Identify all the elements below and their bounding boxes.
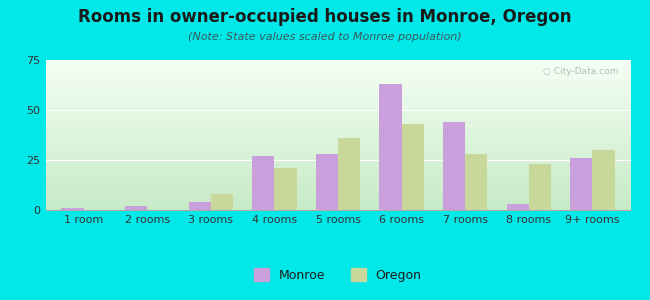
Bar [338, 138, 360, 210]
Bar [380, 84, 402, 210]
Bar [211, 194, 233, 210]
Bar [402, 124, 424, 210]
Bar [252, 156, 274, 210]
Text: ○ City-Data.com: ○ City-Data.com [543, 68, 619, 76]
Bar [188, 202, 211, 210]
Text: (Note: State values scaled to Monroe population): (Note: State values scaled to Monroe pop… [188, 32, 462, 41]
Bar [465, 154, 488, 210]
Bar [125, 206, 148, 210]
Bar [443, 122, 465, 210]
Bar [61, 208, 84, 210]
Bar [570, 158, 592, 210]
Text: Rooms in owner-occupied houses in Monroe, Oregon: Rooms in owner-occupied houses in Monroe… [78, 8, 572, 26]
Bar [316, 154, 338, 210]
Bar [592, 150, 615, 210]
Bar [506, 204, 528, 210]
Bar [528, 164, 551, 210]
Bar [274, 168, 296, 210]
Legend: Monroe, Oregon: Monroe, Oregon [254, 268, 422, 282]
